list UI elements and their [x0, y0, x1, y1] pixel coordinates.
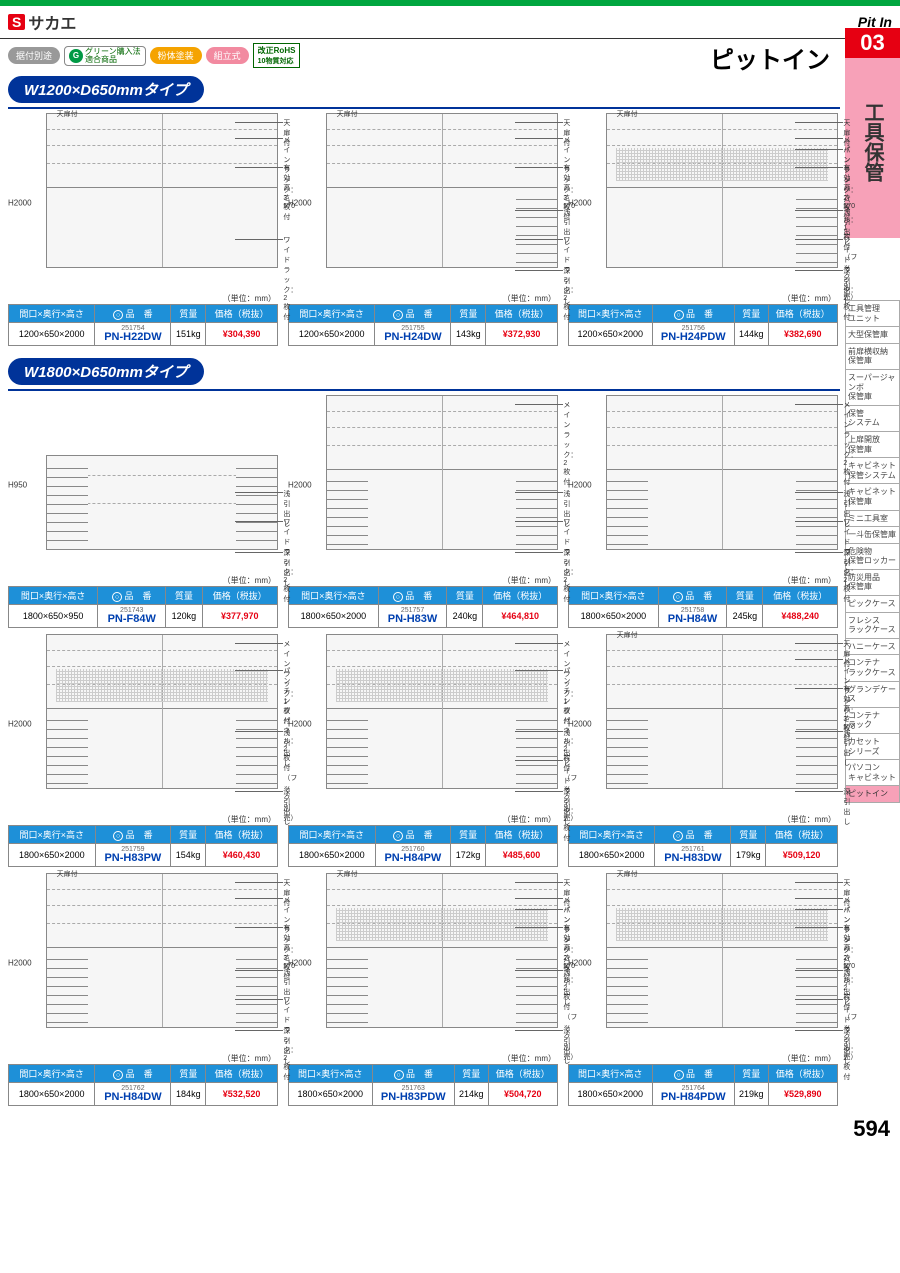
- product-row-1: H2000天扉付メインラック：3枚付有効高さ 570ワイドラック：2枚付天扉付（…: [0, 113, 900, 352]
- product-cell: H2000メインラック：2枚付ワイドラック：2枚付浅引出し深引出し（単位：mm）…: [288, 395, 558, 628]
- rohs-bottom: 10物質対応: [258, 58, 294, 65]
- unit-label: （単位：mm）: [8, 1053, 278, 1064]
- product-cell: H2000天扉付メインラック：3枚付有効高さ 570ワイドラック：2枚付天扉付（…: [8, 113, 278, 346]
- product-cell: H2000天扉付メインラック：3枚付有効高さ 570浅引出しワイドラック：2枚付…: [288, 113, 558, 346]
- section-2: W1800×D650mmタイプ H950ワイドラック：2枚付浅引出し深引出し（単…: [0, 352, 900, 1112]
- unit-label: （単位：mm）: [8, 814, 278, 825]
- brand-name: サカエ: [28, 10, 76, 34]
- unit-label: （単位：mm）: [288, 814, 558, 825]
- spec-table: 間口×奥行×高さ○ 品 番質量価格（税抜）1200×650×2000251756…: [568, 304, 838, 346]
- product-cell: H2000天扉付メインラック：2枚付パンチングパネル：2枚付 （フック別売）有効…: [568, 873, 838, 1106]
- g-icon: G: [69, 49, 83, 63]
- unit-label: （単位：mm）: [568, 814, 838, 825]
- side-nav-item[interactable]: 前扉横収納 保管庫: [845, 344, 900, 370]
- g-text: グリーン購入法 適合商品: [85, 48, 141, 64]
- product-cell: H2000天扉付メインラック：2枚付パンチングパネル：1枚付 （フック別売）有効…: [568, 113, 838, 346]
- spec-table: 間口×奥行×高さ○ 品 番質量価格（税抜）1800×650×2000251764…: [568, 1064, 838, 1106]
- logo-s-icon: S: [8, 14, 25, 30]
- product-cell: H2000メインラック：1枚付パンチングパネル：2枚付 （フック別売）浅引出し深…: [8, 634, 278, 867]
- side-nav-item[interactable]: フレシス ラックケース: [845, 613, 900, 639]
- product-cell: H2000メインラック：1枚付パンチングパネル：2枚付 （フック別売）浅引出しワ…: [288, 634, 558, 867]
- product-row-2: H950ワイドラック：2枚付浅引出し深引出し（単位：mm）間口×奥行×高さ○ 品…: [0, 395, 900, 634]
- unit-label: （単位：mm）: [288, 293, 558, 304]
- side-number: 03: [845, 28, 900, 58]
- side-nav-item[interactable]: ピットイン: [845, 786, 900, 803]
- spec-table: 間口×奥行×高さ○ 品 番質量価格（税抜）1800×650×2000251763…: [288, 1064, 558, 1106]
- side-nav-item[interactable]: キャビネット 保管システム: [845, 458, 900, 484]
- side-nav-item[interactable]: 保管 システム: [845, 406, 900, 432]
- side-nav-item[interactable]: 一斗缶保管庫: [845, 527, 900, 544]
- side-nav-item[interactable]: グランデケース: [845, 682, 900, 708]
- spec-table: 間口×奥行×高さ○ 品 番質量価格（税抜）1200×650×2000251755…: [288, 304, 558, 346]
- side-nav-item[interactable]: ハニーケース: [845, 639, 900, 656]
- spec-table: 間口×奥行×高さ○ 品 番質量価格（税抜）1800×650×2000251757…: [288, 586, 558, 628]
- unit-label: （単位：mm）: [8, 575, 278, 586]
- spec-table: 間口×奥行×高さ○ 品 番質量価格（税抜）1800×650×2000251758…: [568, 586, 838, 628]
- spec-table: 間口×奥行×高さ○ 品 番質量価格（税抜）1800×650×950251743P…: [8, 586, 278, 628]
- product-cell: H2000天扉付メインラック：2枚付パンチングパネル：2枚付 （フック別売）有効…: [288, 873, 558, 1106]
- section-2-title: W1800×D650mmタイプ: [8, 358, 204, 385]
- spec-table: 間口×奥行×高さ○ 品 番質量価格（税抜）1800×650×2000251760…: [288, 825, 558, 867]
- product-cell: H2000天扉付メインラック：3枚付有効高さ 570浅引出しワイドラック：2枚付…: [8, 873, 278, 1106]
- unit-label: （単位：mm）: [288, 1053, 558, 1064]
- badge-rohs: 改正RoHS 10物質対応: [253, 43, 301, 68]
- badge-green: G グリーン購入法 適合商品: [64, 46, 146, 66]
- page-number: 594: [0, 1112, 900, 1146]
- product-cell: H950ワイドラック：2枚付浅引出し深引出し（単位：mm）間口×奥行×高さ○ 品…: [8, 395, 278, 628]
- rohs-top: 改正RoHS: [258, 46, 296, 55]
- side-nav-item[interactable]: コンテナ ラックケース: [845, 655, 900, 681]
- side-nav-item[interactable]: カセット シリーズ: [845, 734, 900, 760]
- side-nav-item[interactable]: ピックケース: [845, 596, 900, 613]
- side-nav-item[interactable]: スーパージャンボ 保管庫: [845, 370, 900, 406]
- unit-label: （単位：mm）: [8, 293, 278, 304]
- spec-table: 間口×奥行×高さ○ 品 番質量価格（税抜）1800×650×2000251761…: [568, 825, 838, 867]
- side-nav-item[interactable]: 工具管理 ユニット: [845, 300, 900, 327]
- unit-label: （単位：mm）: [288, 575, 558, 586]
- side-nav-item[interactable]: ミニ工具室: [845, 511, 900, 528]
- badge-install: 据付別途: [8, 47, 60, 64]
- section-2-rule: [8, 389, 840, 391]
- unit-label: （単位：mm）: [568, 293, 838, 304]
- section-1-title: W1200×D650mmタイプ: [8, 76, 204, 103]
- unit-label: （単位：mm）: [568, 1053, 838, 1064]
- spec-table: 間口×奥行×高さ○ 品 番質量価格（税抜）1200×650×2000251754…: [8, 304, 278, 346]
- page-title: ピットイン: [710, 40, 830, 75]
- section-1: W1200×D650mmタイプ H2000天扉付メインラック：3枚付有効高さ 5…: [0, 70, 900, 352]
- badge-powder: 粉体塗装: [150, 47, 202, 64]
- header: S サカエ Pit In: [0, 6, 900, 39]
- side-nav-item[interactable]: キャビネット 保管庫: [845, 484, 900, 510]
- side-nav-item[interactable]: 大型保管庫: [845, 327, 900, 344]
- side-category: 工具保管: [845, 58, 900, 238]
- brand-logo: S サカエ: [8, 10, 76, 34]
- side-nav-item[interactable]: 危険物 保管ロッカー: [845, 544, 900, 570]
- side-nav-item[interactable]: パソコン キャビネット: [845, 760, 900, 786]
- unit-label: （単位：mm）: [568, 575, 838, 586]
- product-cell: H2000メインラック：2枚付ワイドラック：2枚付浅引出し深引出し（単位：mm）…: [568, 395, 838, 628]
- spec-table: 間口×奥行×高さ○ 品 番質量価格（税抜）1800×650×2000251759…: [8, 825, 278, 867]
- product-row-4: H2000天扉付メインラック：3枚付有効高さ 570浅引出しワイドラック：2枚付…: [0, 873, 900, 1112]
- badge-assembly: 組立式: [206, 47, 249, 64]
- product-cell: H2000天扉付メインラック：3枚付有効高さ 570浅引出し深引出し天扉付（単位…: [568, 634, 838, 867]
- section-1-rule: [8, 107, 840, 109]
- spec-table: 間口×奥行×高さ○ 品 番質量価格（税抜）1800×650×2000251762…: [8, 1064, 278, 1106]
- product-row-3: H2000メインラック：1枚付パンチングパネル：2枚付 （フック別売）浅引出し深…: [0, 634, 900, 873]
